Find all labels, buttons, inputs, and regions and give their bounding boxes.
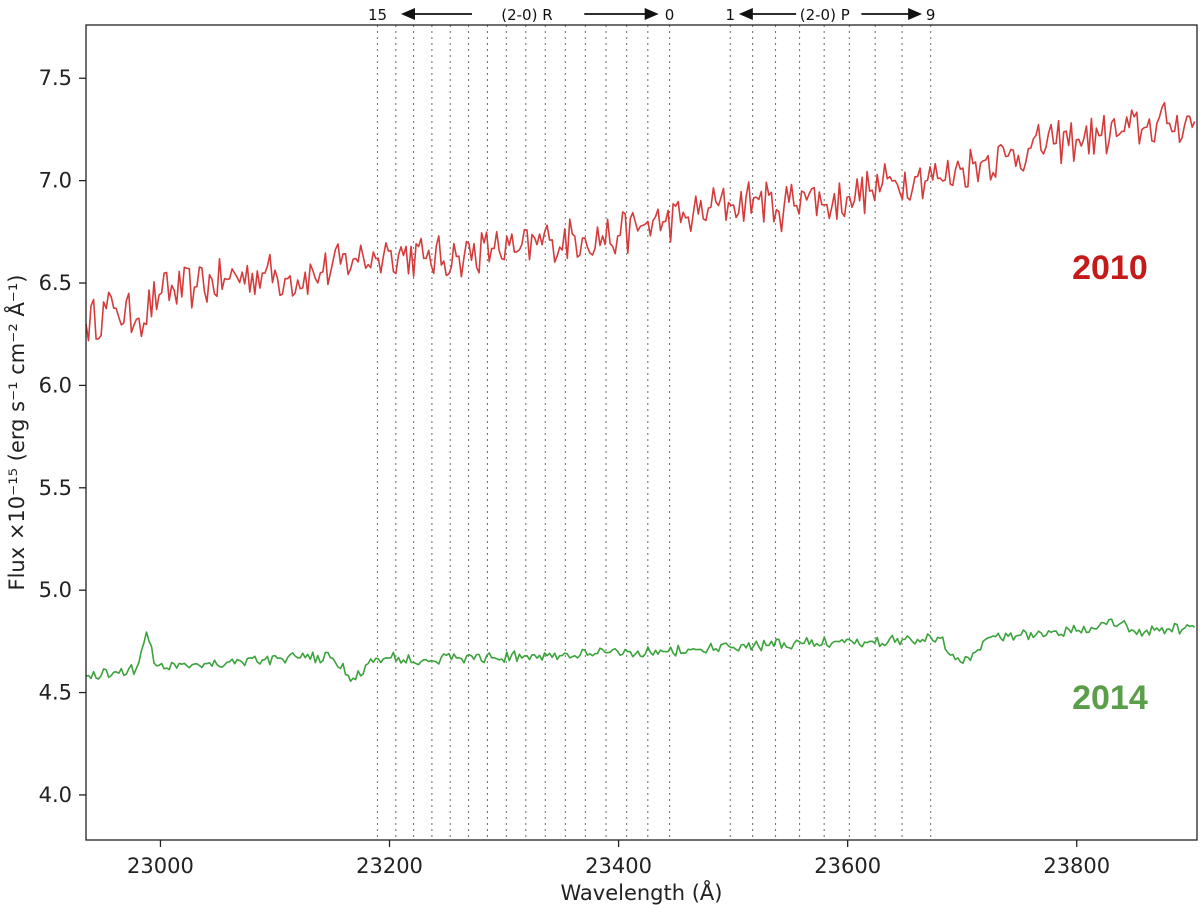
annotation-label: (2-0) P [800,6,850,24]
annotation-label: 15 [368,6,387,24]
annotation-arrow-head [738,8,753,20]
y-tick-label: 5.5 [39,476,72,500]
annotation-label: 0 [665,6,675,24]
annotation-arrow-head [400,8,415,20]
y-tick-label: 4.0 [39,783,72,807]
y-tick-label: 7.5 [39,66,72,90]
series-line-2014 [85,618,1196,683]
series-label-2010: 2010 [1072,249,1148,287]
y-tick-label: 6.0 [39,373,72,397]
annotation-arrow-head [644,8,659,20]
y-tick-label: 5.0 [39,578,72,602]
annotation-label: 9 [926,6,936,24]
x-axis: 23000 23200 23400 23600 23800 [127,840,1110,878]
series-label-2014: 2014 [1072,679,1148,717]
x-tick-label: 23600 [814,854,881,878]
annotation-arrow-head [908,8,923,20]
series-layer [85,101,1196,683]
series-line-2010 [85,101,1196,342]
reference-lines [376,25,932,840]
y-axis-label: Flux ×10⁻¹⁵ (erg s⁻¹ cm⁻² Å⁻¹) [3,275,29,591]
y-axis: 4.0 4.5 5.0 5.5 6.0 6.5 7.0 7.5 [39,66,86,807]
annotation-label: (2-0) R [501,6,552,24]
top-annotations: 15 (2-0) R 0 1 (2-0) P 9 [368,6,936,24]
plot-frame [85,24,1198,841]
x-tick-label: 23400 [585,854,652,878]
y-tick-label: 6.5 [39,271,72,295]
x-tick-label: 23200 [356,854,423,878]
y-tick-label: 4.5 [39,681,72,705]
x-tick-label: 23000 [127,854,194,878]
x-tick-label: 23800 [1043,854,1110,878]
annotation-label: 1 [725,6,735,24]
y-tick-label: 7.0 [39,169,72,193]
x-axis-label: Wavelength (Å) [560,879,722,905]
